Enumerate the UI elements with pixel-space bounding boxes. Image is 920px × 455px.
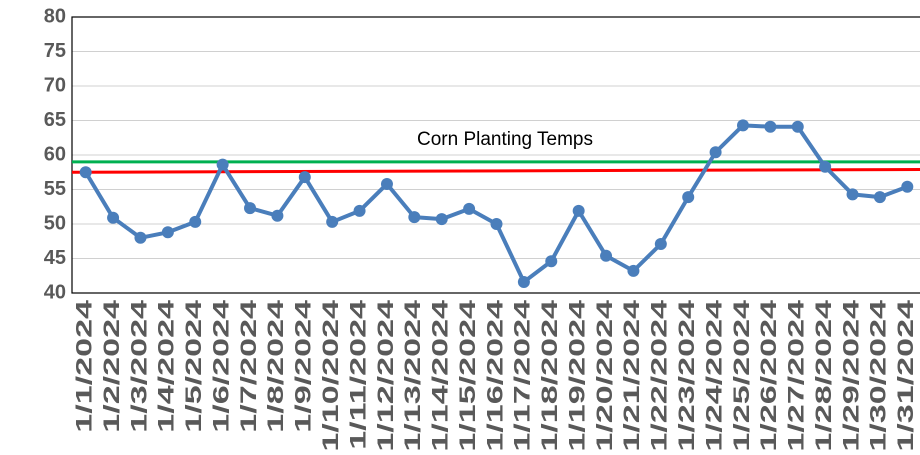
point: [764, 120, 777, 133]
y-tick-label: 65: [44, 109, 66, 131]
point: [819, 160, 832, 173]
plot-border: [71, 16, 920, 294]
x-tick-label: 1/11/2024: [346, 300, 371, 450]
point: [791, 120, 804, 133]
point: [517, 275, 530, 288]
x-tick-label: 1/7/2024: [237, 300, 262, 433]
x-tick-label: 1/16/2024: [483, 300, 508, 452]
x-tick-label: 1/13/2024: [401, 300, 426, 452]
point: [873, 191, 886, 204]
annotation: Corn Planting Temps: [417, 129, 593, 150]
x-tick-label: 1/2/2024: [100, 300, 125, 433]
point: [189, 215, 202, 228]
point: [654, 238, 667, 251]
x-tick-label: 1/18/2024: [538, 300, 563, 452]
x-tick-label: 1/8/2024: [264, 300, 289, 433]
y-tick-label: 50: [44, 212, 66, 234]
x-tick-label: 1/4/2024: [154, 300, 179, 433]
point: [709, 146, 722, 159]
x-tick-label: 1/23/2024: [675, 300, 700, 452]
y-tick-label: 80: [44, 5, 66, 27]
x-tick-label: 1/24/2024: [702, 300, 727, 452]
x-tick-label: 1/30/2024: [867, 300, 892, 452]
point: [134, 231, 147, 244]
point: [572, 204, 585, 217]
x-tick-label: 1/26/2024: [757, 300, 782, 452]
point: [600, 249, 613, 262]
x-tick-label: 1/17/2024: [511, 300, 536, 452]
x-tick-label: 1/29/2024: [839, 300, 864, 452]
point: [353, 204, 366, 217]
x-tick-label: 1/20/2024: [593, 300, 618, 452]
point: [846, 188, 859, 201]
x-tick-label: 1/10/2024: [319, 300, 344, 452]
x-tick-label: 1/21/2024: [620, 300, 645, 452]
x-tick-label: 1/28/2024: [812, 300, 837, 452]
point: [490, 218, 503, 230]
point: [107, 211, 120, 224]
x-tick-label: 1/6/2024: [209, 300, 234, 433]
point: [79, 166, 92, 179]
x-tick-label: 1/22/2024: [647, 300, 672, 452]
point: [408, 211, 421, 224]
x-tick-label: 1/1/2024: [72, 300, 97, 433]
x-tick-label: 1/19/2024: [565, 300, 590, 452]
point: [463, 202, 476, 215]
point: [627, 264, 640, 277]
y-tick-label: 75: [44, 40, 66, 62]
x-tick-label: 1/3/2024: [127, 300, 152, 433]
x-tick-label: 1/14/2024: [428, 300, 453, 452]
point: [244, 202, 257, 215]
point: [271, 209, 284, 222]
x-tick-label: 1/31/2024: [894, 300, 919, 452]
x-tick-label: 1/15/2024: [456, 300, 481, 452]
x-tick-label: 1/9/2024: [291, 300, 316, 433]
x-tick-label: 1/5/2024: [182, 300, 207, 433]
point: [682, 191, 695, 204]
y-tick-label: 45: [44, 247, 66, 269]
x-tick-label: 1/27/2024: [784, 300, 809, 452]
x-tick-label: 1/12/2024: [374, 300, 399, 452]
point: [326, 215, 339, 228]
point: [901, 180, 914, 193]
y-tick-label: 70: [44, 74, 66, 96]
point: [298, 171, 311, 184]
point: [435, 213, 448, 226]
point: [545, 255, 558, 268]
y-tick-label: 55: [44, 178, 66, 200]
y-tick-label: 40: [44, 281, 66, 303]
point: [216, 158, 229, 171]
point: [736, 119, 749, 132]
reference-line: [71, 167, 920, 174]
y-tick-label: 60: [44, 143, 66, 165]
point: [380, 177, 393, 190]
x-tick-label: 1/25/2024: [730, 300, 755, 452]
point: [161, 226, 174, 239]
